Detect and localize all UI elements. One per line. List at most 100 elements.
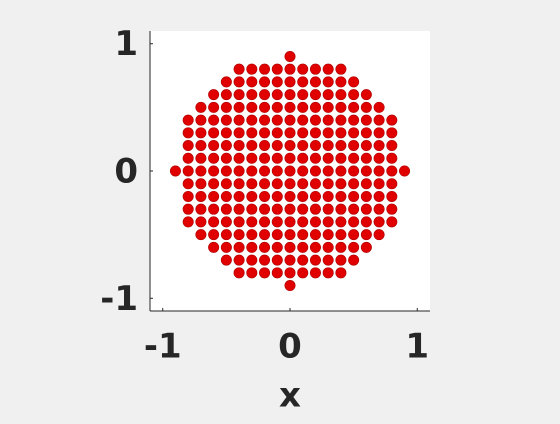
point [246,203,258,215]
point [246,89,258,101]
point [297,203,309,215]
point [348,165,360,177]
point [220,254,232,266]
point [208,190,220,202]
points [169,50,411,292]
x-axis-label: x [279,376,301,416]
point [284,50,296,62]
point [297,89,309,101]
point [208,178,220,190]
point [208,140,220,152]
point [182,203,194,215]
point [271,152,283,164]
point [386,152,398,164]
point [233,89,245,101]
point [195,229,207,241]
point [360,203,372,215]
point [373,190,385,202]
point [208,101,220,113]
point [271,216,283,228]
point [220,178,232,190]
point [322,114,334,126]
x-tick-label: -1 [144,327,182,367]
point [335,241,347,253]
point [259,216,271,228]
point [271,254,283,266]
point [335,229,347,241]
point [284,241,296,253]
point [373,114,385,126]
point [271,165,283,177]
point [246,267,258,279]
x-tick-label: 0 [278,327,302,367]
point [284,216,296,228]
point [246,216,258,228]
point [182,127,194,139]
point [335,165,347,177]
point [322,127,334,139]
point [373,216,385,228]
point [220,127,232,139]
point [246,254,258,266]
point [195,203,207,215]
point [373,165,385,177]
point [348,178,360,190]
point [259,254,271,266]
point [309,241,321,253]
point [297,254,309,266]
point [348,140,360,152]
point [309,140,321,152]
point [233,190,245,202]
point [335,152,347,164]
point [348,216,360,228]
y-tick-label: -1 [100,279,138,319]
point [322,140,334,152]
point [208,152,220,164]
point [233,203,245,215]
point [259,76,271,88]
point [246,229,258,241]
point [284,127,296,139]
point [309,203,321,215]
point [246,127,258,139]
point [335,101,347,113]
point [386,114,398,126]
point [322,203,334,215]
point [246,140,258,152]
point [297,241,309,253]
point [322,190,334,202]
point [259,63,271,75]
point [220,229,232,241]
point [335,267,347,279]
point [297,165,309,177]
point [309,89,321,101]
point [246,178,258,190]
point [169,165,181,177]
point [195,165,207,177]
point [309,76,321,88]
point [220,101,232,113]
point [271,190,283,202]
point [271,76,283,88]
point [233,63,245,75]
point [386,165,398,177]
point [195,101,207,113]
point [220,89,232,101]
point [373,101,385,113]
point [373,152,385,164]
point [259,190,271,202]
point [360,190,372,202]
point [360,101,372,113]
y-tick-label: 1 [114,24,138,64]
point [373,127,385,139]
point [309,254,321,266]
point [233,165,245,177]
point [208,229,220,241]
point [322,101,334,113]
point [335,254,347,266]
point [195,152,207,164]
point [309,165,321,177]
point [297,178,309,190]
point [373,140,385,152]
